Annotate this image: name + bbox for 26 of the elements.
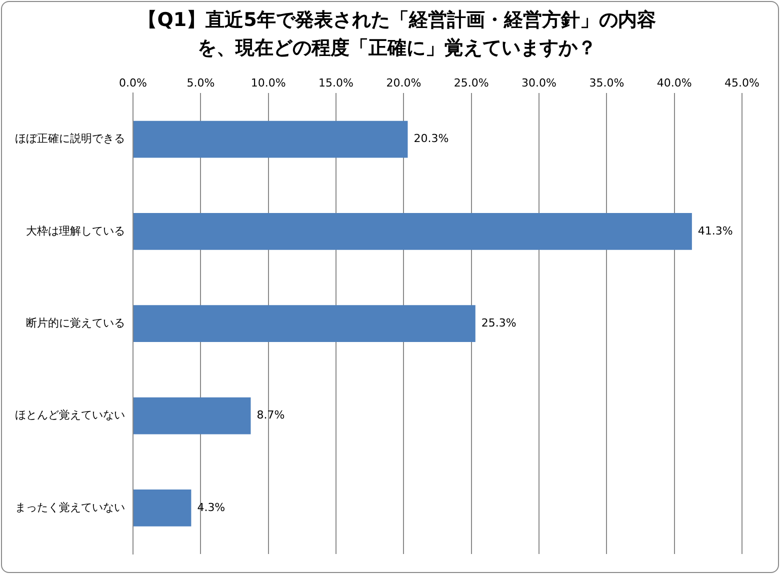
x-tick-label: 45.0% xyxy=(724,76,760,90)
x-tick-label: 30.0% xyxy=(522,76,556,90)
y-tick-label: ほぼ正確に説明できる xyxy=(15,132,125,146)
y-tick-label: 断片的に覚えている xyxy=(26,316,125,330)
data-label: 25.3% xyxy=(481,316,516,330)
x-tick-label: 0.0% xyxy=(119,76,147,90)
data-label: 4.3% xyxy=(197,500,226,514)
y-tick-label: まったく覚えていない xyxy=(15,500,125,514)
x-tick-label: 5.0% xyxy=(186,76,215,90)
bar xyxy=(134,489,192,526)
bar xyxy=(134,213,692,250)
x-tick-label: 15.0% xyxy=(318,76,354,90)
y-tick-label: ほとんど覚えていない xyxy=(15,408,125,422)
x-tick-label: 40.0% xyxy=(656,76,692,90)
x-tick-label: 10.0% xyxy=(250,76,286,90)
data-label: 20.3% xyxy=(414,132,449,146)
x-tick-label: 25.0% xyxy=(454,76,489,90)
data-label: 41.3% xyxy=(698,224,733,238)
data-label: 8.7% xyxy=(256,408,285,422)
chart-title: 【Q1】直近5年で発表された「経営計画・経営方針」の内容を、現在どの程度「正確に」覚えていますか？ xyxy=(137,8,657,61)
x-tick-label: 35.0% xyxy=(589,76,624,90)
bar xyxy=(134,397,251,434)
bar xyxy=(134,120,408,158)
x-tick-label: 20.0% xyxy=(386,76,422,90)
bar xyxy=(134,305,476,342)
y-tick-label: 大枠は理解している xyxy=(26,224,125,238)
